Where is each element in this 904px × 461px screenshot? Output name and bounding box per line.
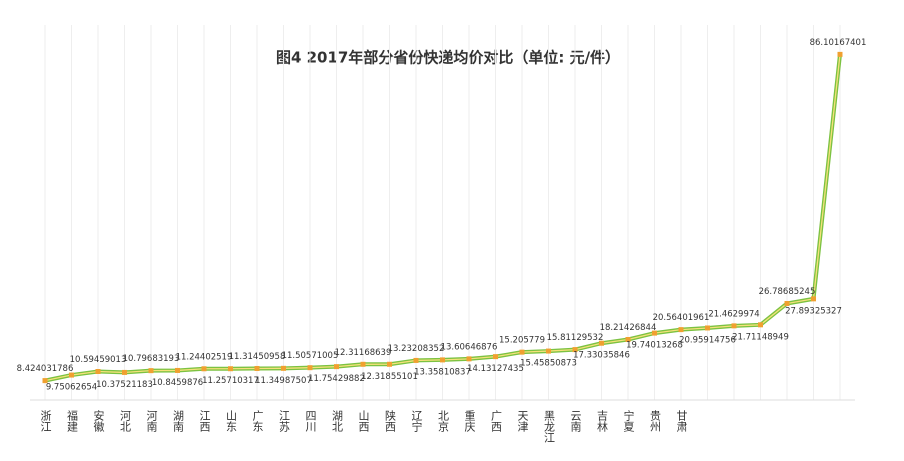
- marker: [493, 354, 498, 360]
- marker: [572, 347, 578, 353]
- marker: [625, 337, 631, 343]
- x-tick-label: 湖南: [172, 410, 185, 432]
- x-tick-label: 山西: [357, 410, 370, 432]
- data-label: 11.24402519: [176, 352, 233, 362]
- marker: [811, 296, 816, 302]
- marker: [175, 367, 180, 373]
- marker: [519, 349, 525, 355]
- x-tick-label: 湖北: [331, 410, 344, 432]
- marker: [837, 51, 843, 57]
- data-label: 20.95914756: [679, 335, 736, 345]
- data-label: 10.79683193: [123, 354, 180, 364]
- x-tick-label: 安徽: [92, 409, 105, 433]
- x-tick-label: 河南: [145, 410, 158, 432]
- x-tick-label: 北京: [437, 410, 450, 433]
- data-label: 26.78685245: [759, 287, 816, 297]
- data-label: 11.34987507: [255, 376, 312, 386]
- x-tick-label: 宁夏: [622, 409, 635, 432]
- data-label: 10.37521183: [96, 380, 153, 390]
- marker: [334, 364, 339, 370]
- x-tick-label: 河北: [119, 410, 132, 432]
- marker: [678, 327, 684, 333]
- marker: [466, 356, 472, 362]
- x-tick-label: 贵州: [649, 410, 662, 432]
- chart-title: 图4 2017年部分省份快递均价对比（单位: 元/件）: [276, 49, 620, 67]
- marker: [201, 366, 207, 372]
- data-label: 10.59459013: [70, 355, 127, 365]
- data-label: 8.424031786: [17, 364, 74, 374]
- x-tick-label: 江西: [198, 410, 211, 432]
- data-label: 15.81129532: [547, 333, 604, 343]
- x-tick-label: 重庆: [463, 409, 476, 433]
- marker: [599, 340, 604, 346]
- marker: [705, 325, 710, 331]
- x-tick-label: 四川: [304, 410, 317, 432]
- data-label: 19.74013268: [626, 341, 683, 351]
- marker: [546, 348, 551, 354]
- x-tick-label: 云南: [569, 410, 582, 432]
- data-label: 20.56401961: [653, 313, 710, 323]
- data-label: 13.35810837: [414, 367, 471, 377]
- data-label: 27.89325327: [785, 306, 842, 316]
- x-tick-label: 广东: [251, 410, 264, 432]
- marker: [652, 330, 657, 336]
- x-tick-label: 吉林: [596, 410, 609, 432]
- data-label: 21.71148949: [732, 332, 789, 342]
- marker: [307, 365, 313, 371]
- x-tick-label: 陕西: [384, 409, 397, 432]
- marker: [360, 361, 366, 367]
- data-label: 11.25710317: [202, 376, 259, 386]
- data-label: 15.45850873: [520, 359, 577, 369]
- data-label: 12.31168639: [335, 348, 392, 358]
- marker: [42, 378, 48, 384]
- data-label: 15.205779: [499, 336, 545, 346]
- data-label: 10.8459876: [152, 378, 203, 388]
- marker: [254, 365, 260, 371]
- x-tick-label: 辽宁: [410, 410, 423, 432]
- marker: [413, 357, 419, 363]
- x-tick-label: 浙江: [39, 410, 52, 432]
- marker: [758, 322, 763, 328]
- data-label: 18.21426844: [600, 323, 657, 333]
- x-tick-label: 山东: [225, 410, 238, 432]
- data-label: 11.75429882: [308, 374, 365, 384]
- data-label: 17.33035846: [573, 351, 630, 361]
- data-label: 11.50571005: [282, 351, 339, 361]
- x-tick-label: 黑龙江: [543, 410, 556, 443]
- data-label: 21.4629974: [708, 309, 759, 319]
- data-label: 9.75062654: [46, 383, 97, 393]
- marker: [281, 365, 286, 371]
- x-tick-label: 甘肃: [675, 410, 688, 433]
- marker: [148, 368, 154, 374]
- x-tick-label: 江苏: [278, 410, 291, 433]
- data-label: 12.31855101: [361, 372, 418, 382]
- marker: [95, 369, 101, 375]
- data-label: 86.10167401: [810, 38, 867, 48]
- marker: [228, 366, 233, 372]
- x-tick-label: 福建: [66, 409, 79, 433]
- marker: [122, 369, 127, 375]
- marker: [440, 357, 445, 363]
- data-label: 14.13127435: [467, 364, 524, 374]
- x-tick-label: 广西: [490, 410, 503, 432]
- marker: [387, 361, 392, 367]
- data-label: 13.60646876: [441, 342, 498, 352]
- x-tick-label: 天津: [516, 410, 529, 432]
- data-label: 13.23208352: [388, 344, 445, 354]
- marker: [731, 323, 737, 329]
- data-label: 11.31450958: [229, 352, 286, 362]
- marker: [784, 300, 790, 306]
- marker: [69, 372, 74, 378]
